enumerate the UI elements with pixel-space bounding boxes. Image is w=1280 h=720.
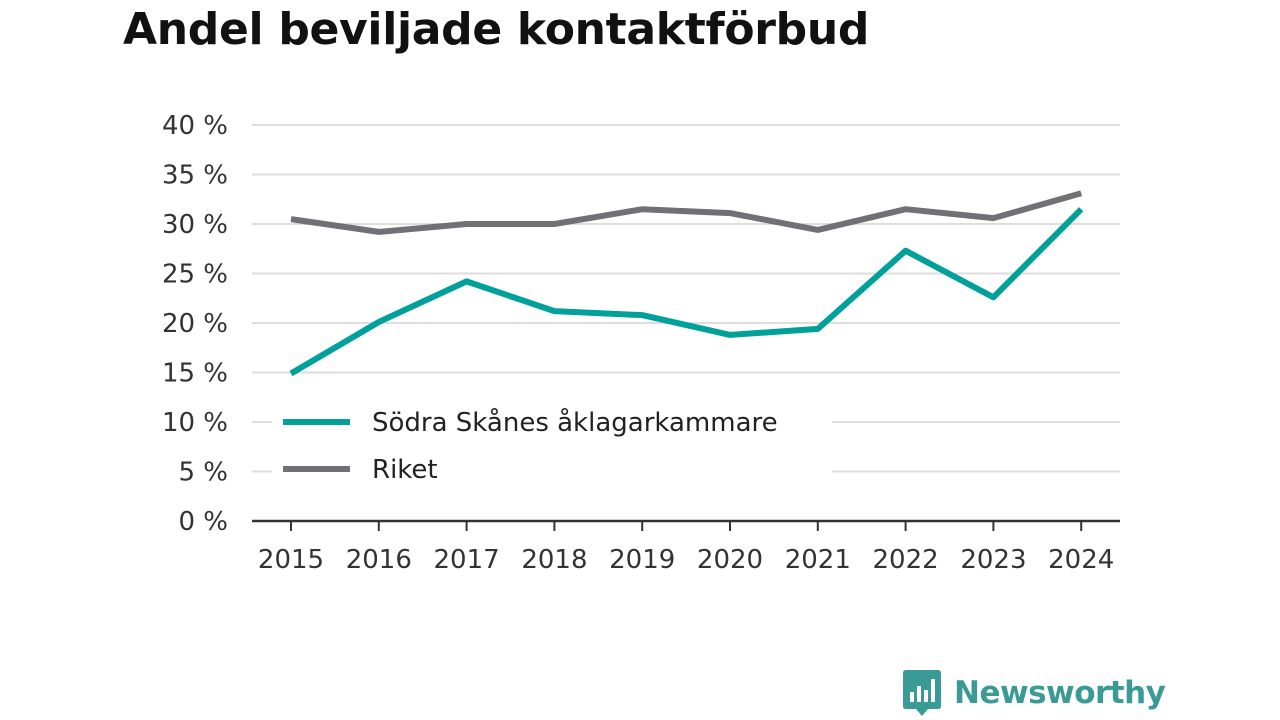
brand-name: Newsworthy [954, 675, 1166, 711]
x-tick-label: 2015 [258, 545, 324, 575]
legend-background [272, 398, 832, 494]
series-line-0 [289, 207, 1084, 377]
newsworthy-brand[interactable]: Newsworthy [902, 668, 1166, 718]
newsworthy-logo-icon [903, 670, 941, 716]
y-axis-ticks: 0 % 5 % 10 % 15 % 20 % 25 % 30 % 35 % 40 % [162, 111, 228, 537]
x-tick-label: 2024 [1048, 545, 1114, 575]
legend-label: Södra Skånes åklagarkammare [372, 407, 778, 438]
x-tick-label: 2017 [434, 545, 500, 575]
x-tick-label: 2022 [873, 545, 939, 575]
y-tick-label: 5 % [178, 458, 228, 488]
y-tick-label: 0 % [178, 507, 228, 537]
x-tick-label: 2023 [960, 545, 1026, 575]
y-tick-label: 25 % [162, 260, 228, 290]
legend-label: Riket [372, 455, 438, 485]
x-tick-label: 2016 [346, 545, 412, 575]
y-tick-label: 30 % [162, 210, 228, 240]
x-tick-label: 2018 [521, 545, 587, 575]
legend: Södra Skånes åklagarkammare Riket [283, 407, 778, 485]
x-tick-label: 2021 [785, 545, 851, 575]
y-tick-label: 35 % [162, 161, 228, 191]
x-tick-label: 2019 [609, 545, 675, 575]
x-axis: 2015 2016 2017 2018 2019 2020 2021 2022 2023 2024 [252, 519, 1120, 575]
legend-box [272, 398, 832, 494]
x-tick-label: 2020 [697, 545, 763, 575]
y-tick-label: 15 % [162, 359, 228, 389]
y-tick-label: 20 % [162, 309, 228, 339]
chart-title: Andel beviljade kontaktförbud [123, 4, 870, 55]
series-lines [289, 190, 1084, 377]
y-tick-label: 40 % [162, 111, 228, 141]
y-tick-label: 10 % [162, 408, 228, 438]
series-line-1 [290, 190, 1083, 235]
